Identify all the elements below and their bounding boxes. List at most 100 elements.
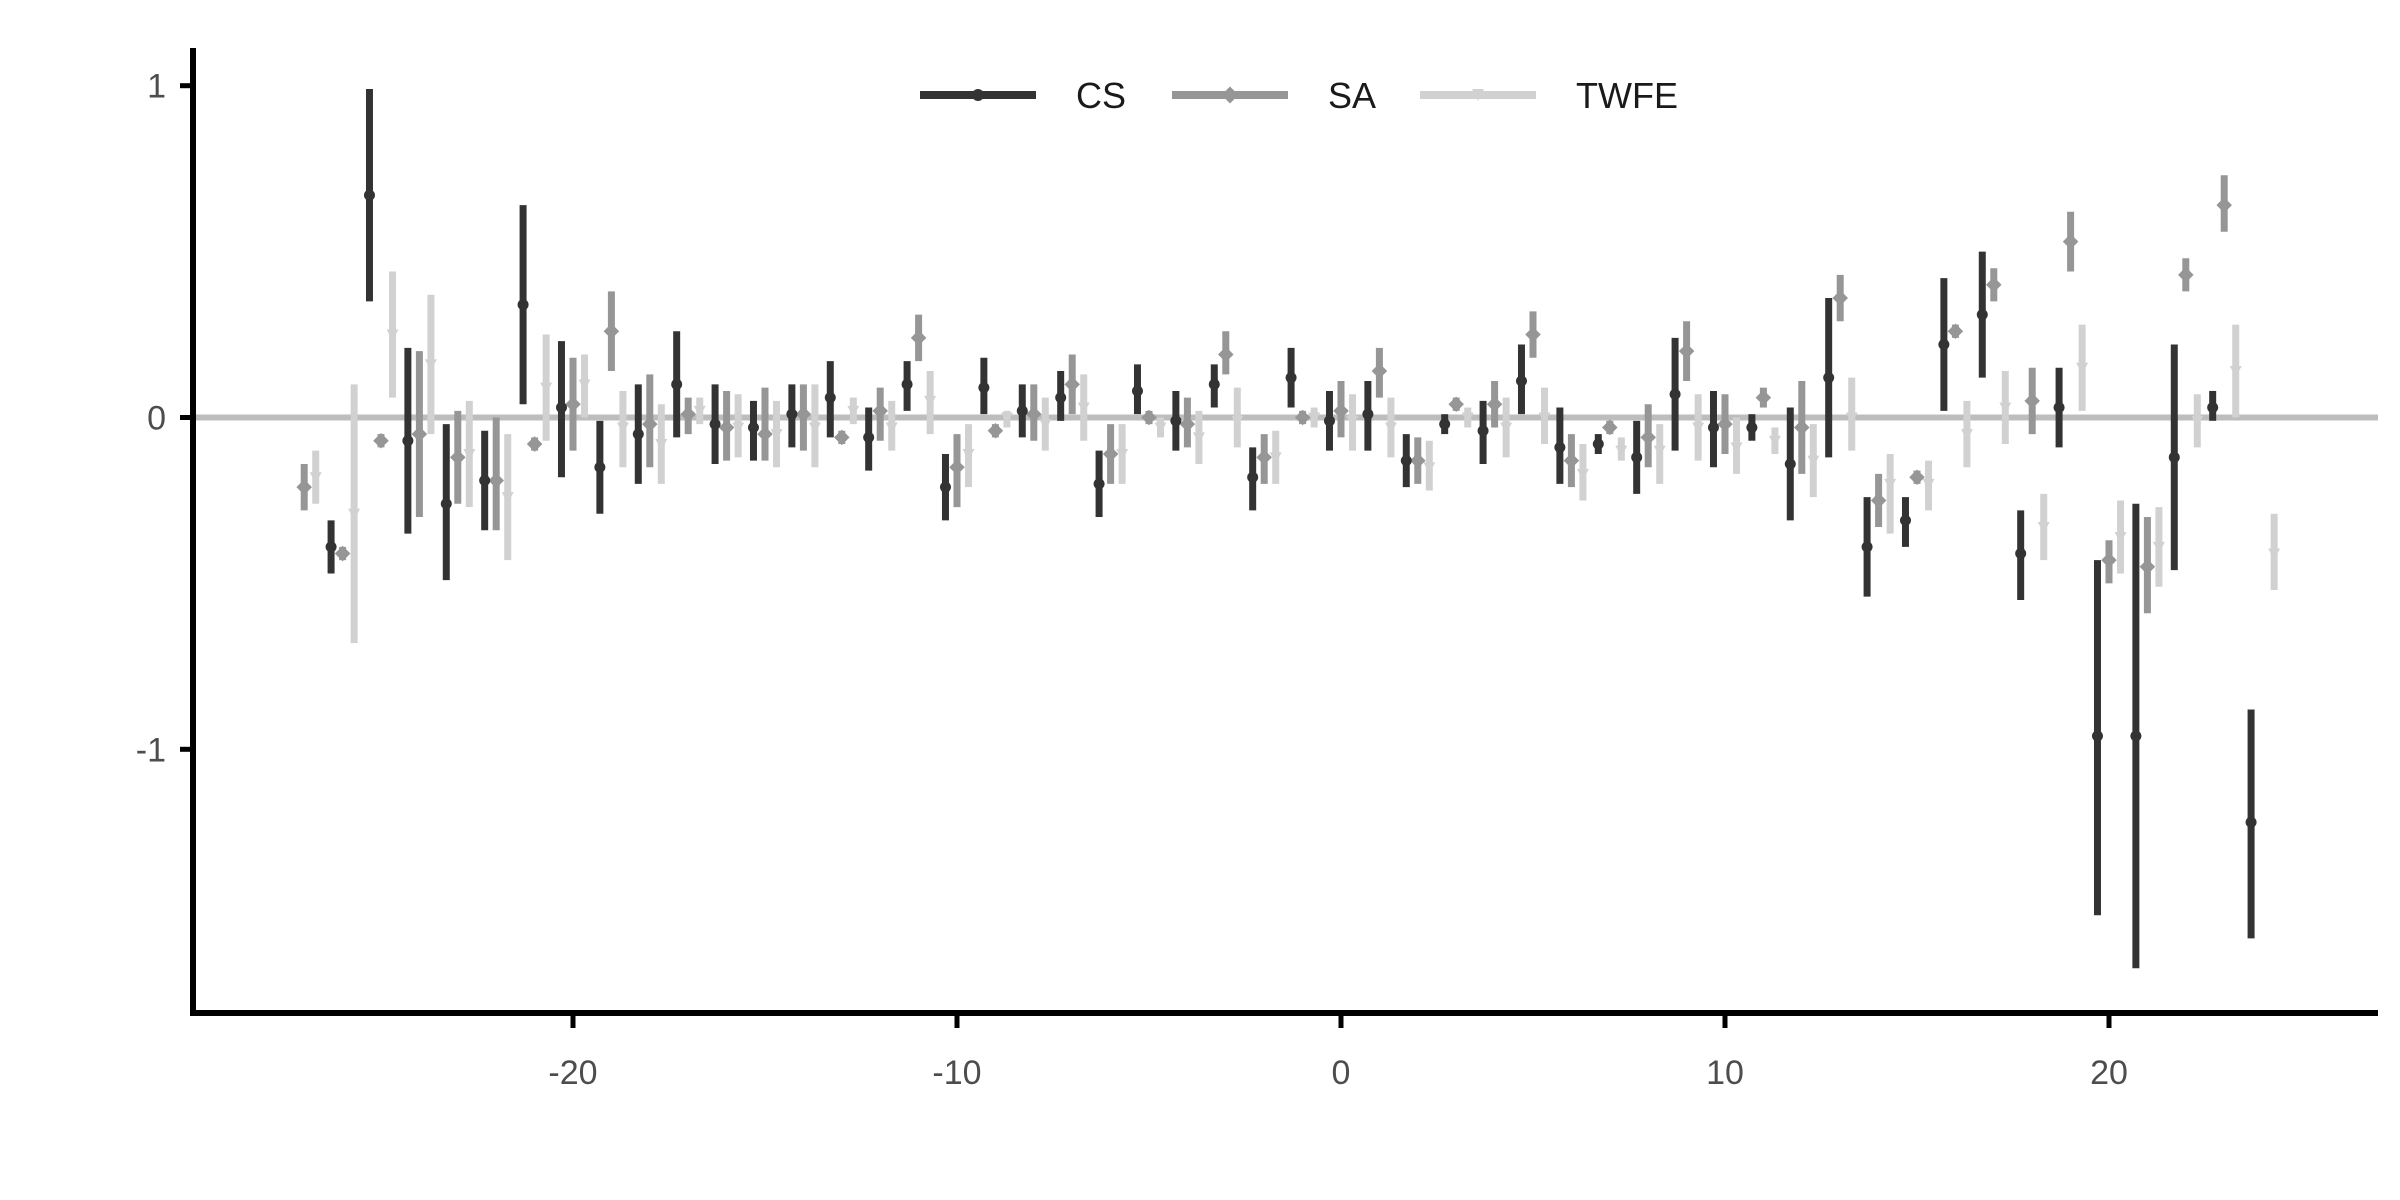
- point-twfe: [655, 439, 668, 451]
- point-cs: [2168, 451, 2180, 463]
- point-twfe: [808, 422, 821, 434]
- point-twfe: [1384, 422, 1397, 434]
- point-cs: [1976, 309, 1988, 321]
- series-marks: [296, 89, 2281, 969]
- point-twfe: [924, 395, 937, 407]
- point-cs: [671, 378, 683, 390]
- point-cs: [824, 392, 836, 404]
- point-cs: [2130, 730, 2142, 742]
- point-twfe: [885, 422, 898, 434]
- point-cs: [479, 475, 491, 487]
- point-sa: [1640, 429, 1656, 446]
- point-cs: [632, 428, 644, 440]
- point-sa: [1333, 403, 1349, 419]
- point-sa: [1986, 277, 2002, 293]
- y-tick-label: 1: [147, 68, 166, 106]
- point-cs: [2015, 548, 2027, 560]
- point-sa: [1909, 469, 1925, 486]
- point-twfe: [1269, 452, 1282, 464]
- point-cs: [1477, 425, 1489, 437]
- point-cs: [1746, 421, 1758, 433]
- point-cs: [2091, 730, 2103, 742]
- point-cs: [1439, 418, 1451, 430]
- legend-point-twfe: [1472, 89, 1484, 101]
- x-tick-label: 10: [1706, 1054, 1744, 1092]
- point-cs: [1208, 378, 1220, 390]
- point-twfe: [309, 472, 322, 484]
- point-sa: [1141, 409, 1157, 426]
- point-twfe: [1077, 402, 1090, 414]
- point-twfe: [1999, 402, 2012, 414]
- point-twfe: [847, 405, 860, 417]
- x-axis-ticks: -20 -10 0 10 20: [548, 1013, 2128, 1092]
- point-cs: [555, 402, 567, 414]
- legend-label-cs: CS: [1076, 75, 1126, 116]
- y-tick-label: 0: [147, 400, 166, 438]
- legend-item-twfe: TWFE: [1420, 75, 1678, 116]
- point-cs: [2245, 816, 2257, 828]
- point-twfe: [1154, 422, 1167, 434]
- point-sa: [1602, 419, 1618, 436]
- point-cs: [1669, 388, 1681, 400]
- point-sa: [1678, 343, 1695, 359]
- point-twfe: [1039, 419, 1052, 431]
- point-cs: [1861, 541, 1873, 553]
- y-tick-label: -1: [136, 731, 166, 769]
- point-cs: [325, 541, 337, 553]
- point-cs: [747, 421, 759, 433]
- series-cs: [325, 89, 2257, 969]
- legend-point-cs: [972, 89, 984, 101]
- series-twfe: [309, 271, 2281, 644]
- point-twfe: [1116, 448, 1129, 460]
- point-twfe: [1884, 478, 1897, 490]
- point-twfe: [463, 448, 476, 460]
- point-cs: [939, 481, 951, 493]
- point-twfe: [1807, 455, 1820, 467]
- point-cs: [1784, 458, 1796, 470]
- legend-label-sa: SA: [1328, 75, 1376, 116]
- point-cs: [440, 498, 452, 510]
- point-sa: [1563, 452, 1580, 469]
- point-twfe: [1576, 468, 1589, 480]
- legend: CS SA TWFE: [920, 75, 1678, 116]
- point-sa: [1179, 416, 1196, 432]
- point-sa: [1717, 416, 1733, 432]
- point-sa: [1371, 363, 1388, 379]
- point-twfe: [424, 359, 437, 371]
- point-cs: [1247, 471, 1259, 483]
- point-twfe: [1000, 412, 1013, 424]
- point-sa: [1448, 396, 1464, 413]
- point-twfe: [1692, 422, 1705, 434]
- point-cs: [2053, 402, 2065, 414]
- point-cs: [363, 189, 375, 201]
- point-twfe: [1768, 435, 1781, 447]
- point-twfe: [2076, 362, 2089, 374]
- point-twfe: [1615, 445, 1628, 457]
- legend-item-sa: SA: [1172, 75, 1376, 116]
- point-twfe: [1960, 429, 1973, 441]
- point-cs: [1170, 415, 1182, 427]
- point-cs: [1515, 375, 1527, 387]
- y-axis-ticks: 1 0 -1: [136, 68, 193, 769]
- point-twfe: [386, 329, 399, 341]
- point-cs: [863, 431, 875, 443]
- point-sa: [1832, 290, 1848, 306]
- point-twfe: [1845, 412, 1858, 424]
- point-sa: [1794, 419, 1810, 436]
- point-cs: [901, 378, 913, 390]
- point-twfe: [2268, 548, 2281, 560]
- point-twfe: [2229, 366, 2242, 378]
- point-cs: [786, 408, 798, 420]
- point-sa: [1064, 376, 1080, 393]
- point-twfe: [501, 492, 514, 504]
- point-cs: [594, 461, 606, 473]
- point-twfe: [1423, 462, 1436, 474]
- point-sa: [1947, 323, 1964, 340]
- point-cs: [1131, 385, 1143, 397]
- point-twfe: [693, 405, 706, 417]
- point-twfe: [2191, 415, 2204, 427]
- point-sa: [1525, 326, 1541, 343]
- point-twfe: [1730, 442, 1743, 454]
